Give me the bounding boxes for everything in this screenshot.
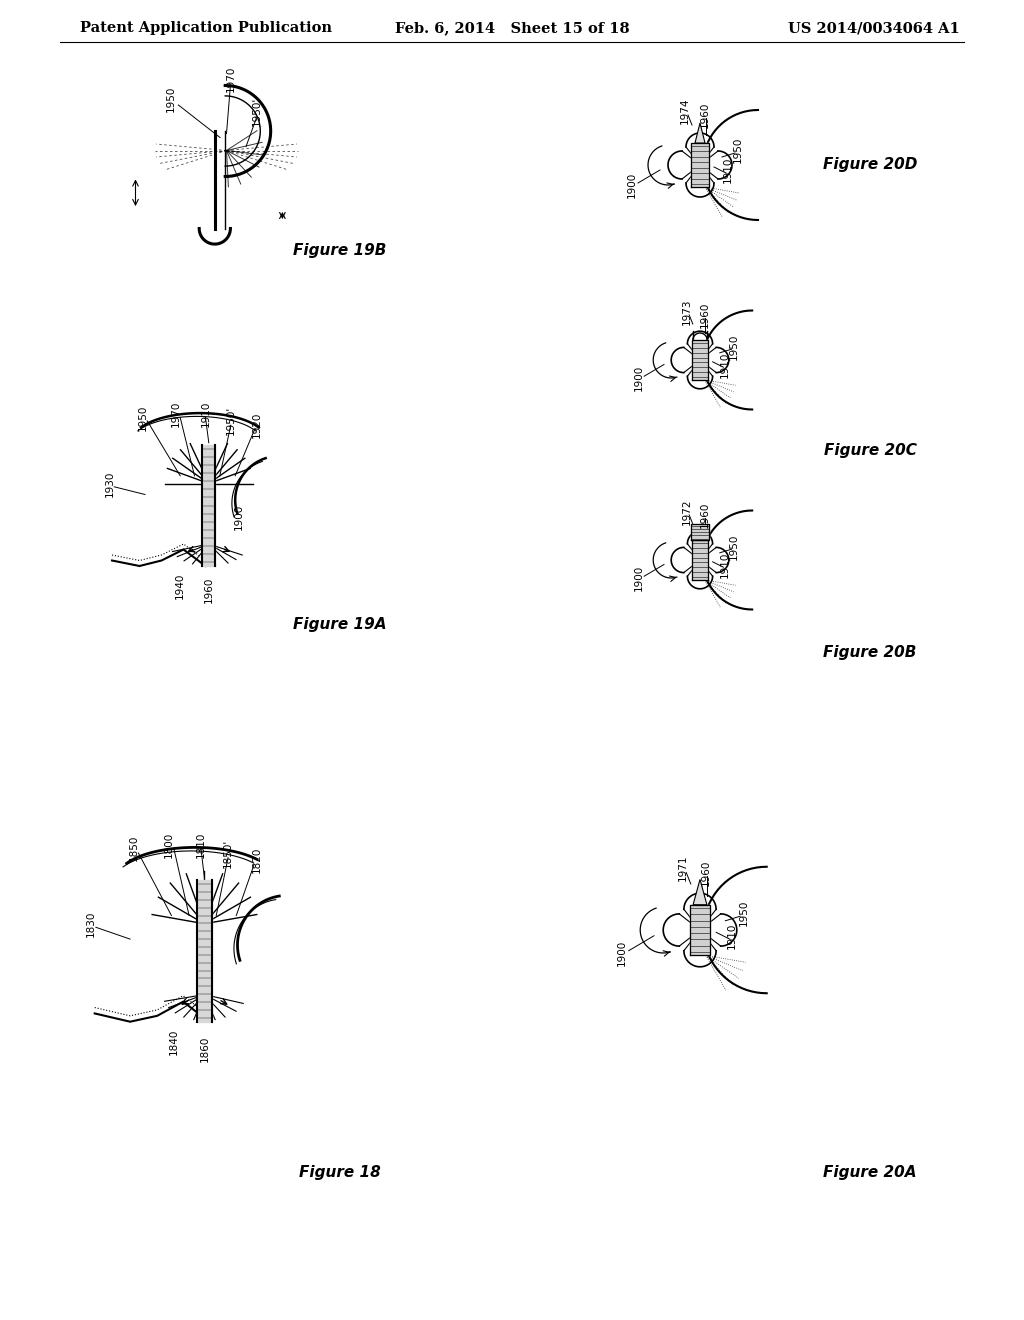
Text: 1840: 1840 xyxy=(169,1028,179,1055)
Text: 1830: 1830 xyxy=(86,911,96,937)
Text: 1960: 1960 xyxy=(204,577,214,603)
Text: Figure 20D: Figure 20D xyxy=(823,157,918,173)
Text: 1960: 1960 xyxy=(700,859,711,886)
Text: 1950': 1950' xyxy=(226,407,236,436)
Polygon shape xyxy=(695,123,705,143)
Polygon shape xyxy=(198,880,212,1022)
Polygon shape xyxy=(691,524,709,540)
Polygon shape xyxy=(692,540,709,579)
Text: 1973: 1973 xyxy=(682,298,691,325)
Text: 1900: 1900 xyxy=(233,503,244,529)
Text: Figure 19A: Figure 19A xyxy=(293,618,387,632)
Polygon shape xyxy=(693,879,707,904)
Text: 1910: 1910 xyxy=(720,351,730,378)
Text: 1974: 1974 xyxy=(680,98,690,124)
Text: 1950: 1950 xyxy=(138,404,147,430)
Text: Figure 19B: Figure 19B xyxy=(293,243,387,257)
Text: 1950: 1950 xyxy=(729,334,739,359)
Text: Figure 20B: Figure 20B xyxy=(823,644,916,660)
Text: 1820: 1820 xyxy=(251,847,261,874)
Text: 1960: 1960 xyxy=(700,102,710,128)
Text: 1910: 1910 xyxy=(720,552,730,578)
Text: 1920: 1920 xyxy=(252,412,262,438)
Text: 1810: 1810 xyxy=(196,832,206,858)
Text: 1850': 1850' xyxy=(223,838,233,867)
Text: 1970: 1970 xyxy=(171,401,181,428)
Text: 1960: 1960 xyxy=(699,502,710,528)
Text: 1950: 1950 xyxy=(738,899,749,925)
Text: 1972: 1972 xyxy=(682,498,691,524)
Text: 1930: 1930 xyxy=(104,470,115,496)
Text: 1900: 1900 xyxy=(634,565,644,591)
Text: 1950: 1950 xyxy=(733,137,743,164)
Text: 1940: 1940 xyxy=(175,573,185,599)
Text: 1900: 1900 xyxy=(616,940,627,966)
Polygon shape xyxy=(692,341,709,380)
Text: 1950: 1950 xyxy=(166,86,175,112)
Text: Feb. 6, 2014   Sheet 15 of 18: Feb. 6, 2014 Sheet 15 of 18 xyxy=(394,21,630,36)
Text: Figure 20C: Figure 20C xyxy=(823,442,916,458)
Text: 1910: 1910 xyxy=(201,401,211,428)
Text: 1850: 1850 xyxy=(129,836,138,862)
Text: 1970: 1970 xyxy=(225,66,236,92)
Text: 1960: 1960 xyxy=(699,302,710,329)
Text: Figure 18: Figure 18 xyxy=(299,1164,381,1180)
Text: 1910: 1910 xyxy=(723,157,733,183)
Text: 1900: 1900 xyxy=(634,364,644,391)
Polygon shape xyxy=(689,904,711,956)
Text: 1910: 1910 xyxy=(727,923,737,949)
Polygon shape xyxy=(202,445,215,566)
Text: 1950: 1950 xyxy=(729,533,739,560)
Text: Figure 20A: Figure 20A xyxy=(823,1164,916,1180)
Text: Patent Application Publication: Patent Application Publication xyxy=(80,21,332,36)
Text: US 2014/0034064 A1: US 2014/0034064 A1 xyxy=(788,21,961,36)
Polygon shape xyxy=(691,143,709,187)
Text: 1900: 1900 xyxy=(627,172,637,198)
Text: 1971: 1971 xyxy=(678,854,688,882)
Text: 1950': 1950' xyxy=(252,96,261,127)
Text: 1800: 1800 xyxy=(164,832,174,858)
Text: 1860: 1860 xyxy=(200,1036,210,1063)
